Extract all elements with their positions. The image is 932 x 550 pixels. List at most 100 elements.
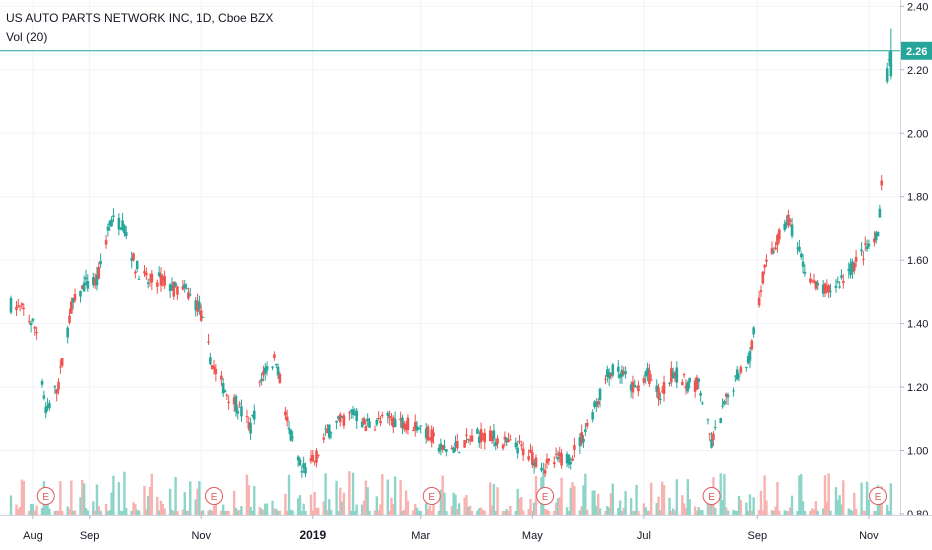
volume-bar: [560, 477, 563, 515]
volume-bar: [660, 481, 664, 515]
volume-bar: [362, 500, 366, 515]
volume-bar: [46, 496, 49, 515]
candle-body: [649, 379, 653, 381]
earnings-marker-label: E: [875, 492, 882, 503]
volume-bar: [326, 510, 329, 515]
candle-body: [693, 380, 697, 392]
volume-bar: [414, 504, 417, 515]
volume-bar: [82, 483, 86, 515]
candle-body: [509, 439, 512, 441]
volume-bar: [48, 508, 51, 515]
candle-body: [260, 378, 263, 382]
volume-bar: [752, 497, 755, 515]
volume-bar: [543, 508, 547, 515]
candle-body: [172, 282, 176, 297]
candle-body: [388, 415, 391, 419]
candle-body: [567, 454, 571, 465]
candle-body: [117, 217, 121, 230]
candle-body: [97, 267, 101, 279]
volume-bar: [174, 476, 177, 515]
candle-body: [829, 291, 832, 293]
volume-bar: [79, 497, 82, 515]
candle-body: [82, 282, 86, 292]
price-tick-label: 2.00: [907, 128, 928, 140]
candle-body: [746, 356, 750, 364]
candle-body: [108, 221, 112, 226]
volume-bar: [271, 500, 274, 515]
candle-body: [198, 301, 201, 309]
volume-bar: [518, 498, 521, 515]
volume-bar: [106, 510, 110, 515]
candle-body: [765, 259, 768, 262]
candle-body: [84, 277, 88, 280]
candle-body: [322, 437, 326, 440]
volume-bar: [249, 506, 252, 515]
candle-body: [362, 418, 366, 425]
volume-bar: [66, 506, 69, 515]
candle-body: [618, 373, 622, 378]
candle-body: [838, 286, 841, 288]
candle-body: [631, 381, 635, 393]
candle-body: [132, 253, 135, 261]
candle-body: [221, 383, 225, 394]
volume-bar: [887, 510, 891, 515]
volume-bar: [521, 510, 525, 515]
volume-bar: [172, 510, 175, 515]
candle-body: [93, 279, 97, 286]
volume-bar: [31, 503, 35, 515]
volume-bar: [565, 507, 569, 515]
candle-body: [772, 251, 776, 253]
candle-body: [119, 227, 123, 230]
volume-bar: [789, 507, 792, 515]
volume-bar: [225, 510, 229, 515]
candle-body: [697, 378, 701, 382]
volume-bar: [611, 483, 615, 515]
volume-bar: [467, 506, 470, 515]
volume-bar: [20, 479, 24, 515]
volume-bar: [419, 510, 422, 515]
candle-body: [505, 438, 509, 443]
time-tick-label: May: [522, 530, 543, 542]
candle-body: [854, 256, 858, 262]
volume-bar: [812, 509, 816, 515]
volume-bar: [545, 509, 549, 515]
candle-body: [265, 366, 269, 371]
candle-body: [174, 282, 177, 287]
candle-body: [284, 411, 287, 416]
candle-body: [759, 290, 763, 293]
candle-body: [401, 417, 404, 429]
candle-body: [390, 419, 393, 421]
candle-body: [688, 377, 691, 383]
time-tick-label: Jul: [637, 530, 651, 542]
volume-bar: [351, 472, 355, 515]
volume-bar: [212, 505, 216, 515]
volume-bar: [682, 503, 686, 515]
candle-body: [278, 373, 282, 383]
volume-bar: [849, 509, 852, 515]
candle-body: [220, 375, 223, 380]
volume-bar: [765, 500, 768, 515]
volume-bar: [168, 488, 172, 515]
candle-body: [329, 432, 333, 434]
candle-body: [27, 321, 31, 323]
volume-bar: [99, 510, 102, 515]
candle-body: [527, 456, 530, 460]
volume-bar: [445, 511, 448, 515]
candle-body: [620, 369, 624, 377]
volume-bar: [673, 510, 677, 515]
candle-body: [770, 248, 774, 254]
volume-bar: [463, 497, 466, 515]
candle-body: [437, 447, 441, 452]
volume-bar: [657, 496, 660, 515]
time-tick-label: Aug: [23, 530, 43, 542]
volume-bar: [322, 501, 325, 515]
candle-body: [291, 436, 294, 438]
volume-bar: [403, 509, 406, 515]
candle-body: [671, 372, 675, 379]
volume-bar: [875, 510, 878, 515]
volume-bar: [209, 509, 212, 515]
volume-bar: [721, 499, 724, 515]
candle-body: [571, 458, 574, 461]
